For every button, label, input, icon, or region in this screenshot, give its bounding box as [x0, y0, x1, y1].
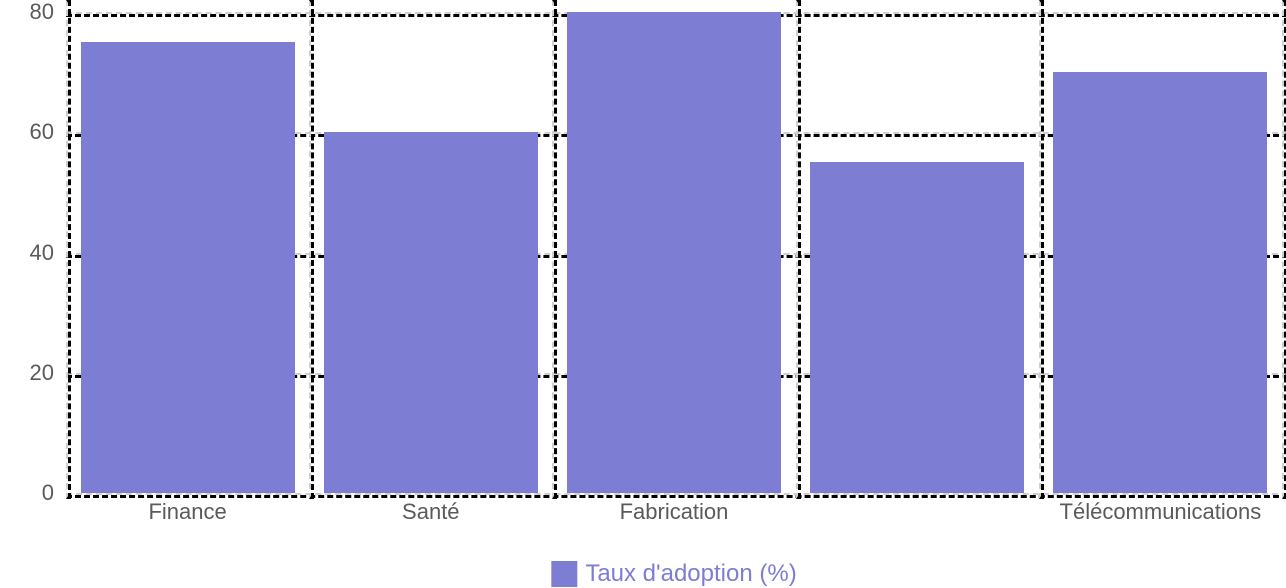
- y-tick-label: 20: [30, 360, 54, 386]
- grid-line-v: [552, 0, 557, 499]
- y-tick-label: 80: [30, 0, 54, 25]
- grid-line-v: [1039, 0, 1044, 499]
- x-tick-label: Télécommunications: [1060, 499, 1262, 525]
- grid-line-v: [66, 0, 71, 499]
- bar: [567, 12, 781, 493]
- adoption-rate-bar-chart: 0 20 40 60 80 Finance Santé Fabrication Télécom…: [0, 0, 1286, 586]
- bar: [81, 42, 295, 493]
- legend-label: Taux d'adoption (%): [585, 560, 796, 588]
- x-tick-label: Fabrication: [620, 499, 729, 525]
- grid-line-h: [66, 493, 1286, 498]
- grid-line-v: [309, 0, 314, 499]
- y-tick-label: 60: [30, 119, 54, 145]
- bar: [1053, 72, 1267, 493]
- grid-line-v: [1282, 0, 1286, 499]
- x-tick-label: Santé: [402, 499, 460, 525]
- plot-area: [66, 0, 1282, 493]
- x-tick-label: Finance: [148, 499, 226, 525]
- legend-swatch: [551, 561, 577, 587]
- legend: Taux d'adoption (%): [551, 560, 796, 588]
- bar: [324, 132, 538, 493]
- bar: [810, 162, 1024, 493]
- y-tick-label: 40: [30, 240, 54, 266]
- grid-line-v: [796, 0, 801, 499]
- y-tick-label: 0: [42, 480, 54, 506]
